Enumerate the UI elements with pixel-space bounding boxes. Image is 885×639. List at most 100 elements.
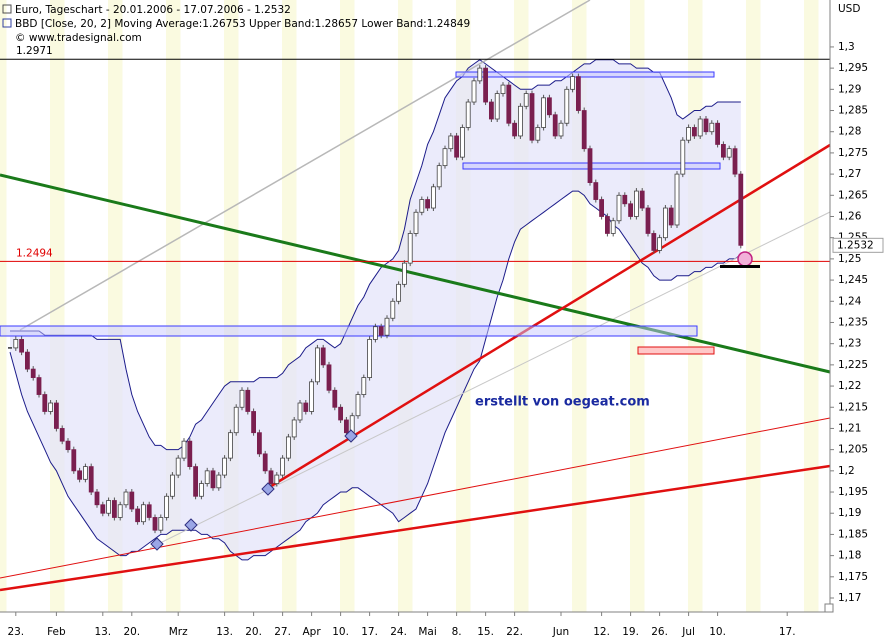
- candle: [175, 457, 181, 476]
- candle: [117, 504, 123, 518]
- y-tick-label: 1,295: [838, 62, 868, 74]
- x-tick-label: 19.: [622, 626, 639, 638]
- candle: [158, 517, 164, 531]
- candle: [651, 233, 657, 251]
- candle: [454, 135, 460, 158]
- candle: [645, 207, 651, 234]
- candles: [8, 65, 744, 534]
- candle: [193, 466, 199, 497]
- x-tick-label: Jul: [681, 626, 695, 638]
- axes: 1,17 1,175 1,18 1,185 1,19 1,195 1,2 1,205 1,21 1…: [7, 41, 884, 638]
- candle: [187, 440, 193, 468]
- candle: [430, 186, 436, 209]
- candle: [169, 474, 175, 497]
- candle: [396, 283, 402, 302]
- diamond-marker: [184, 518, 198, 532]
- candle: [262, 453, 268, 472]
- candle: [552, 114, 558, 137]
- week-stripe: [0, 0, 7, 612]
- candle: [384, 317, 390, 336]
- candle: [506, 84, 512, 124]
- candle: [523, 93, 529, 107]
- candle: [622, 194, 628, 205]
- bollinger-bands: [9, 59, 742, 561]
- x-tick-label: 17.: [361, 626, 378, 638]
- candle: [332, 389, 338, 408]
- header: Euro, Tageschart - 20.01.2006 - 17.07.20…: [2, 3, 860, 410]
- x-tick-label: Mrz: [169, 626, 188, 638]
- diamond-marker: [150, 537, 164, 551]
- candle: [721, 144, 726, 158]
- x-tick-label: Apr: [303, 626, 322, 638]
- candle: [123, 491, 129, 506]
- circle-marker: [737, 251, 753, 267]
- y-tick-label: 1,205: [838, 444, 868, 456]
- candle: [239, 389, 245, 408]
- candle: [59, 428, 65, 442]
- candle: [372, 326, 378, 340]
- candle: [628, 203, 633, 217]
- candle: [483, 67, 489, 103]
- candle: [303, 402, 309, 412]
- y-tick-label: 1,275: [838, 147, 868, 159]
- candle: [378, 326, 384, 336]
- candle: [616, 194, 622, 222]
- x-tick-label: 27.: [274, 626, 291, 638]
- hline-label: 1.2494: [16, 247, 53, 259]
- candle: [529, 93, 535, 141]
- trend-line: [0, 173, 831, 374]
- resize-grip: [824, 603, 834, 613]
- y-tick-label: 1,225: [838, 359, 868, 371]
- candle: [135, 508, 141, 523]
- candle: [210, 470, 216, 489]
- candle: [83, 466, 88, 480]
- y-tick-label: 1,2: [838, 465, 855, 477]
- y-tick-label: 1,24: [838, 295, 862, 307]
- candle: [140, 504, 146, 523]
- candle: [314, 347, 320, 383]
- candle: [343, 419, 349, 434]
- candle: [442, 148, 448, 167]
- trend-line: [0, 417, 831, 579]
- candle: [112, 500, 117, 518]
- candle: [692, 127, 697, 137]
- x-tick-label: 17.: [779, 626, 796, 638]
- x-tick-label: 10.: [332, 626, 349, 638]
- candle: [338, 406, 344, 421]
- candle: [216, 474, 222, 489]
- candle: [610, 220, 616, 234]
- candle: [581, 110, 587, 150]
- frame: [0, 0, 834, 613]
- candle: [326, 364, 332, 391]
- candle: [367, 339, 373, 378]
- y-tick-label: 1,23: [838, 338, 861, 350]
- candle: [576, 76, 581, 111]
- y-tick-label: 1,27: [838, 168, 861, 180]
- candle: [227, 432, 233, 459]
- candle: [129, 491, 135, 510]
- candle: [291, 419, 297, 438]
- candle: [256, 432, 262, 455]
- x-tick-label: 24.: [390, 626, 407, 638]
- candle: [488, 101, 494, 120]
- annotation-text: erstellt von oegeat.com: [475, 395, 650, 410]
- lower-band: [9, 190, 742, 561]
- x-tick-label: 8.: [452, 626, 462, 638]
- band-fill: [10, 59, 741, 560]
- candle: [518, 105, 523, 137]
- candle: [245, 389, 251, 412]
- x-tick-label: Jun: [552, 626, 569, 638]
- zone-rect: [455, 71, 715, 78]
- candle: [436, 165, 442, 188]
- x-tick-label: 10.: [709, 626, 726, 638]
- candle: [541, 97, 546, 128]
- candle: [732, 148, 738, 175]
- icon: [2, 18, 12, 28]
- candle: [709, 122, 715, 133]
- candle: [268, 470, 274, 484]
- candle: [680, 139, 686, 175]
- candle: [558, 122, 564, 137]
- week-stripe: [804, 0, 819, 612]
